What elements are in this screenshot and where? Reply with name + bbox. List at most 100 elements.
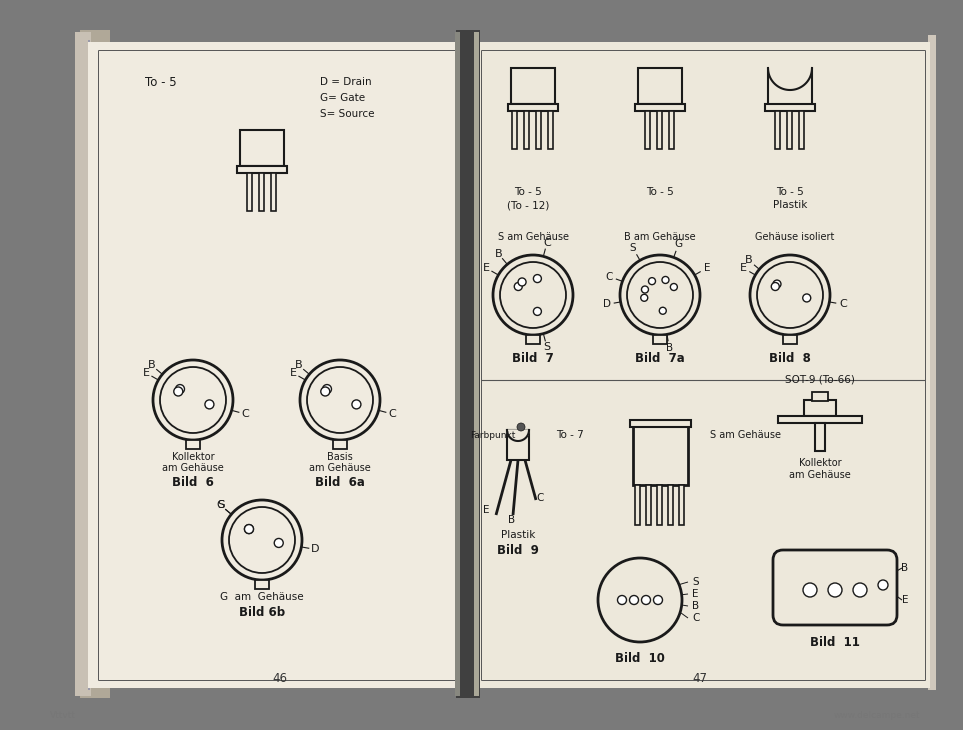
- Bar: [79, 32, 81, 696]
- Text: 47: 47: [692, 672, 708, 685]
- Bar: [653, 335, 667, 344]
- Text: C: C: [543, 238, 551, 248]
- Bar: [333, 440, 347, 449]
- Text: Kollektor: Kollektor: [798, 458, 842, 468]
- Circle shape: [518, 278, 526, 286]
- Bar: [478, 42, 930, 688]
- Circle shape: [803, 294, 811, 302]
- Text: B: B: [295, 361, 302, 370]
- Text: am Gehäuse: am Gehäuse: [162, 463, 223, 473]
- Text: Farbpunkt: Farbpunkt: [470, 431, 515, 439]
- Text: S: S: [630, 243, 637, 253]
- Circle shape: [630, 596, 638, 604]
- Bar: [186, 440, 200, 449]
- Bar: [804, 400, 836, 416]
- Bar: [783, 335, 797, 344]
- Text: To - 5: To - 5: [646, 187, 674, 197]
- Text: B: B: [744, 255, 752, 265]
- Text: E: E: [482, 505, 489, 515]
- Text: G= Gate: G= Gate: [320, 93, 365, 103]
- Circle shape: [620, 255, 700, 335]
- Text: C: C: [388, 409, 396, 419]
- Circle shape: [307, 367, 373, 433]
- Circle shape: [803, 583, 817, 597]
- Circle shape: [598, 558, 682, 642]
- Bar: [635, 104, 685, 111]
- Text: B: B: [901, 563, 908, 573]
- Bar: [928, 35, 936, 690]
- Bar: [548, 111, 553, 149]
- Circle shape: [300, 360, 380, 440]
- Circle shape: [617, 596, 627, 604]
- Text: Bild  6: Bild 6: [172, 477, 214, 490]
- Bar: [83, 32, 85, 696]
- Circle shape: [640, 294, 648, 301]
- Text: Bild  7a: Bild 7a: [636, 352, 685, 364]
- Bar: [657, 111, 662, 149]
- Circle shape: [534, 307, 541, 315]
- Bar: [259, 173, 264, 211]
- Text: Bild 6b: Bild 6b: [239, 605, 285, 618]
- Bar: [512, 111, 517, 149]
- Text: C: C: [840, 299, 847, 310]
- Bar: [638, 68, 682, 104]
- Text: B: B: [508, 515, 515, 525]
- Text: S am Gehäuse: S am Gehäuse: [710, 430, 781, 440]
- Text: To - 5: To - 5: [514, 187, 542, 197]
- Text: D: D: [603, 299, 611, 310]
- Bar: [474, 32, 479, 696]
- Text: E: E: [704, 263, 710, 273]
- Circle shape: [534, 274, 541, 283]
- Bar: [657, 485, 662, 525]
- Text: G: G: [674, 239, 683, 249]
- Text: Bild  7: Bild 7: [512, 352, 554, 364]
- Text: E: E: [290, 368, 297, 378]
- Text: www.delcampe.net: www.delcampe.net: [833, 712, 920, 721]
- Bar: [255, 580, 269, 589]
- Bar: [507, 430, 529, 460]
- Text: Bild  6a: Bild 6a: [315, 477, 365, 490]
- Circle shape: [173, 387, 183, 396]
- Text: E: E: [740, 263, 746, 273]
- Text: Bild  10: Bild 10: [615, 651, 664, 664]
- Circle shape: [514, 283, 522, 291]
- Circle shape: [853, 583, 867, 597]
- Bar: [775, 111, 780, 149]
- Circle shape: [878, 580, 888, 590]
- Text: Vttvtt: Vttvtt: [50, 712, 76, 721]
- Bar: [815, 423, 825, 451]
- Circle shape: [274, 539, 283, 548]
- Bar: [812, 392, 828, 401]
- Circle shape: [654, 596, 663, 604]
- Text: D = Drain: D = Drain: [320, 77, 372, 87]
- Text: E: E: [143, 368, 149, 378]
- Bar: [81, 32, 83, 696]
- Text: S= Source: S= Source: [320, 109, 375, 119]
- Text: E: E: [692, 589, 698, 599]
- Text: am Gehäuse: am Gehäuse: [789, 470, 851, 480]
- Text: am Gehäuse: am Gehäuse: [309, 463, 371, 473]
- Text: C: C: [692, 613, 699, 623]
- Text: D: D: [311, 545, 320, 554]
- Bar: [668, 485, 673, 525]
- Bar: [88, 42, 468, 688]
- Bar: [75, 32, 77, 696]
- Bar: [77, 32, 79, 696]
- Circle shape: [321, 387, 329, 396]
- Circle shape: [175, 385, 185, 393]
- Polygon shape: [507, 430, 529, 441]
- Bar: [524, 111, 529, 149]
- Text: Gehäuse isoliert: Gehäuse isoliert: [755, 232, 835, 242]
- Bar: [247, 173, 252, 211]
- Bar: [511, 68, 555, 104]
- Text: S am Gehäuse: S am Gehäuse: [498, 232, 568, 242]
- Text: Bild  9: Bild 9: [497, 544, 539, 556]
- Circle shape: [757, 262, 823, 328]
- Text: E: E: [901, 595, 908, 605]
- Bar: [508, 104, 558, 111]
- Bar: [87, 32, 89, 696]
- Circle shape: [229, 507, 295, 573]
- Bar: [89, 32, 91, 696]
- Circle shape: [160, 367, 226, 433]
- Bar: [237, 166, 287, 173]
